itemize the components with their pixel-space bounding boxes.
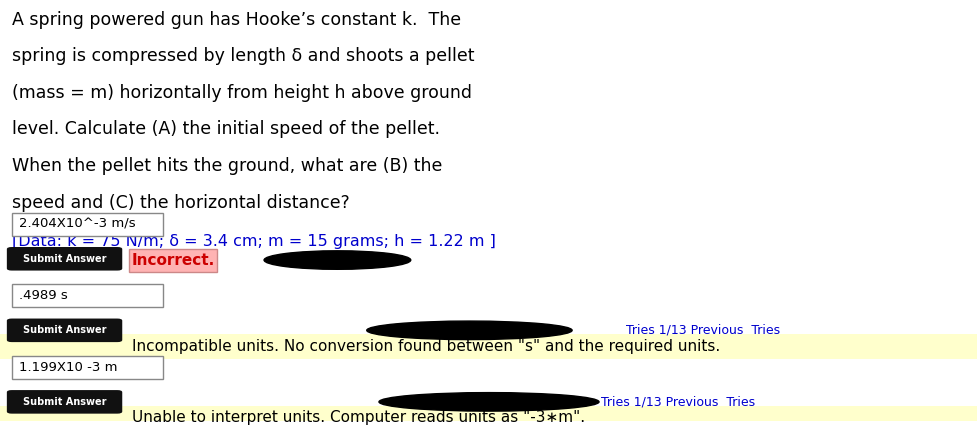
- Text: spring is compressed by length δ and shoots a pellet: spring is compressed by length δ and sho…: [12, 47, 474, 65]
- FancyBboxPatch shape: [0, 406, 977, 426]
- Text: Submit Answer: Submit Answer: [22, 254, 106, 264]
- Text: Incompatible units. No conversion found between "s" and the required units.: Incompatible units. No conversion found …: [132, 339, 719, 354]
- Text: 1.199X10 -3 m: 1.199X10 -3 m: [19, 361, 117, 374]
- Text: ⓘ: ⓘ: [567, 395, 574, 409]
- Ellipse shape: [264, 251, 410, 269]
- Text: Incorrect.: Incorrect.: [131, 253, 215, 268]
- Text: Tries 1/13 Previous  Tries: Tries 1/13 Previous Tries: [601, 395, 755, 409]
- Text: A spring powered gun has Hooke’s constant k.  The: A spring powered gun has Hooke’s constan…: [12, 11, 460, 29]
- FancyBboxPatch shape: [129, 249, 217, 272]
- Text: .4989 s: .4989 s: [19, 289, 67, 302]
- Text: speed and (C) the horizontal distance?: speed and (C) the horizontal distance?: [12, 193, 349, 212]
- FancyBboxPatch shape: [12, 356, 163, 379]
- FancyBboxPatch shape: [7, 319, 122, 342]
- FancyBboxPatch shape: [7, 390, 122, 414]
- FancyBboxPatch shape: [12, 284, 163, 307]
- Text: Submit Answer: Submit Answer: [22, 325, 106, 335]
- Text: 2.404X10^-3 m/s: 2.404X10^-3 m/s: [19, 218, 135, 230]
- Text: Submit Answer: Submit Answer: [22, 397, 106, 407]
- Text: level. Calculate (A) the initial speed of the pellet.: level. Calculate (A) the initial speed o…: [12, 121, 440, 138]
- Ellipse shape: [379, 393, 598, 411]
- Text: When the pellet hits the ground, what are (B) the: When the pellet hits the ground, what ar…: [12, 157, 442, 175]
- Text: Tries 1/13 Previous  Tries: Tries 1/13 Previous Tries: [625, 324, 780, 337]
- FancyBboxPatch shape: [12, 213, 163, 236]
- FancyBboxPatch shape: [0, 334, 977, 359]
- Text: [Data: k = 75 N/m; δ = 3.4 cm; m = 15 grams; h = 1.22 m ]: [Data: k = 75 N/m; δ = 3.4 cm; m = 15 gr…: [12, 233, 495, 248]
- FancyBboxPatch shape: [7, 247, 122, 271]
- Ellipse shape: [366, 321, 572, 340]
- Text: Unable to interpret units. Computer reads units as "-3∗m".: Unable to interpret units. Computer read…: [132, 410, 584, 425]
- Text: (mass = m) horizontally from height h above ground: (mass = m) horizontally from height h ab…: [12, 84, 471, 102]
